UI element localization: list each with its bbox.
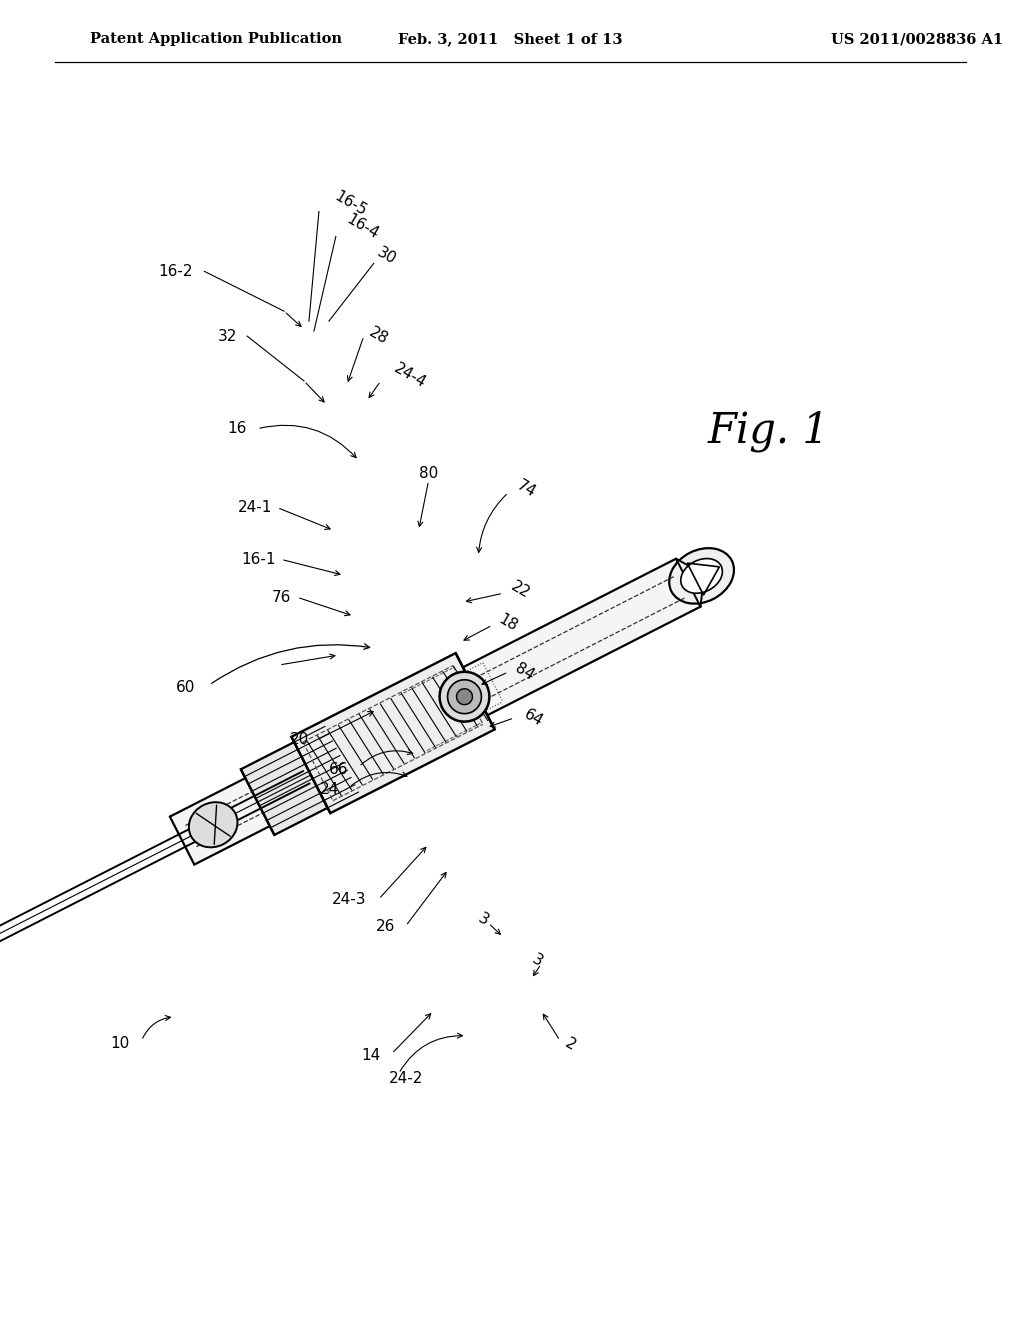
Text: Patent Application Publication: Patent Application Publication — [90, 32, 342, 46]
Text: 2: 2 — [562, 1036, 578, 1053]
Ellipse shape — [447, 680, 481, 714]
Polygon shape — [241, 726, 358, 836]
Text: 16: 16 — [227, 421, 247, 437]
Ellipse shape — [457, 689, 472, 705]
Text: 18: 18 — [496, 611, 519, 635]
Ellipse shape — [188, 803, 238, 847]
Text: Feb. 3, 2011   Sheet 1 of 13: Feb. 3, 2011 Sheet 1 of 13 — [398, 32, 623, 46]
Polygon shape — [292, 653, 495, 813]
Text: 22: 22 — [508, 579, 532, 602]
Text: 26: 26 — [376, 919, 395, 933]
Text: 66: 66 — [330, 762, 349, 777]
Text: 24-2: 24-2 — [389, 1071, 423, 1086]
Polygon shape — [170, 558, 700, 865]
Text: 74: 74 — [514, 478, 539, 500]
Ellipse shape — [669, 548, 734, 603]
Text: 20: 20 — [290, 733, 309, 747]
Text: 3: 3 — [529, 952, 545, 970]
Text: 16-2: 16-2 — [158, 264, 193, 279]
Text: 76: 76 — [271, 590, 291, 605]
Text: 24-3: 24-3 — [332, 892, 367, 907]
Text: 10: 10 — [111, 1036, 130, 1051]
Text: 24-4: 24-4 — [392, 360, 429, 391]
Text: 14: 14 — [361, 1048, 381, 1063]
Text: 32: 32 — [218, 329, 238, 343]
Polygon shape — [676, 558, 705, 607]
Text: 16-4: 16-4 — [344, 211, 381, 242]
Text: 30: 30 — [375, 246, 399, 268]
Text: 84: 84 — [512, 660, 537, 684]
Text: 3: 3 — [475, 911, 492, 928]
Text: 24-1: 24-1 — [238, 500, 272, 515]
Text: Fig. 1: Fig. 1 — [708, 409, 829, 451]
Text: 16-1: 16-1 — [242, 552, 276, 566]
Text: 64: 64 — [521, 706, 546, 729]
Text: 28: 28 — [367, 325, 391, 347]
Text: US 2011/0028836 A1: US 2011/0028836 A1 — [830, 32, 1002, 46]
Text: 60: 60 — [176, 680, 196, 696]
Text: 16-5: 16-5 — [332, 189, 370, 219]
Ellipse shape — [681, 558, 722, 593]
Ellipse shape — [439, 672, 489, 722]
Text: 24: 24 — [319, 781, 339, 797]
Text: 80: 80 — [419, 466, 438, 480]
